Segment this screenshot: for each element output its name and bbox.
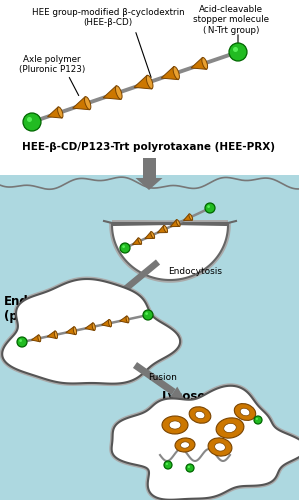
- Circle shape: [164, 461, 172, 469]
- Polygon shape: [73, 96, 90, 110]
- Polygon shape: [66, 326, 76, 334]
- Polygon shape: [47, 331, 57, 338]
- Text: Fusion: Fusion: [148, 374, 177, 382]
- Text: HEE-β-CD/P123-Trt polyrotaxane (HEE-PRX): HEE-β-CD/P123-Trt polyrotaxane (HEE-PRX): [22, 142, 275, 152]
- Circle shape: [122, 245, 125, 248]
- Circle shape: [143, 310, 153, 320]
- Polygon shape: [2, 279, 180, 384]
- Polygon shape: [112, 386, 299, 500]
- Circle shape: [120, 243, 130, 253]
- Polygon shape: [161, 66, 179, 80]
- Polygon shape: [184, 214, 192, 220]
- Ellipse shape: [151, 232, 155, 238]
- Ellipse shape: [181, 442, 190, 448]
- Polygon shape: [48, 106, 62, 118]
- Polygon shape: [112, 386, 299, 500]
- Ellipse shape: [195, 412, 205, 418]
- Circle shape: [229, 43, 247, 61]
- Ellipse shape: [164, 226, 167, 232]
- Circle shape: [205, 203, 215, 213]
- Ellipse shape: [202, 58, 208, 69]
- Polygon shape: [112, 286, 126, 300]
- Circle shape: [27, 117, 32, 122]
- Polygon shape: [135, 178, 162, 190]
- Polygon shape: [103, 86, 121, 100]
- Ellipse shape: [85, 96, 91, 110]
- Polygon shape: [2, 279, 180, 384]
- Circle shape: [254, 416, 262, 424]
- Polygon shape: [121, 260, 160, 294]
- Circle shape: [145, 312, 148, 315]
- Circle shape: [233, 47, 238, 52]
- Circle shape: [188, 466, 190, 468]
- Circle shape: [166, 463, 168, 465]
- Bar: [0, 175, 299, 500]
- Ellipse shape: [224, 424, 236, 432]
- Polygon shape: [132, 238, 141, 244]
- Ellipse shape: [216, 418, 244, 438]
- Polygon shape: [31, 335, 40, 342]
- Polygon shape: [120, 316, 128, 323]
- Ellipse shape: [92, 323, 95, 330]
- Text: Endocytosis: Endocytosis: [168, 268, 222, 276]
- Circle shape: [186, 464, 194, 472]
- Polygon shape: [102, 320, 111, 327]
- Text: Axle polymer
(Pluronic P123): Axle polymer (Pluronic P123): [19, 55, 85, 74]
- Text: Acid-cleavable
stopper molecule
( N-Trt group): Acid-cleavable stopper molecule ( N-Trt …: [193, 5, 269, 35]
- Ellipse shape: [189, 214, 193, 220]
- Ellipse shape: [54, 331, 57, 338]
- Ellipse shape: [126, 316, 129, 322]
- Ellipse shape: [189, 407, 211, 423]
- Ellipse shape: [240, 408, 250, 416]
- Polygon shape: [157, 226, 167, 233]
- Polygon shape: [85, 322, 94, 330]
- Ellipse shape: [115, 86, 122, 99]
- Text: Lysosomes
(pH 4.5~5.0): Lysosomes (pH 4.5~5.0): [162, 390, 247, 418]
- Ellipse shape: [109, 320, 112, 326]
- Polygon shape: [134, 75, 152, 89]
- Circle shape: [19, 339, 22, 342]
- Text: HEE group-modified β-cyclodextrin
(HEE-β-CD): HEE group-modified β-cyclodextrin (HEE-β…: [32, 8, 184, 28]
- Ellipse shape: [73, 327, 77, 334]
- Bar: [0, 0, 299, 175]
- Ellipse shape: [215, 443, 225, 451]
- Circle shape: [256, 418, 258, 420]
- Circle shape: [17, 337, 27, 347]
- Ellipse shape: [38, 335, 41, 342]
- Polygon shape: [145, 232, 154, 238]
- Polygon shape: [112, 223, 228, 280]
- Ellipse shape: [234, 404, 256, 420]
- Ellipse shape: [58, 107, 63, 118]
- Ellipse shape: [169, 421, 181, 429]
- Ellipse shape: [176, 220, 180, 226]
- Polygon shape: [133, 362, 176, 395]
- Ellipse shape: [146, 76, 153, 88]
- Polygon shape: [170, 386, 185, 400]
- Ellipse shape: [162, 416, 188, 434]
- Text: Endosomes
(pH 5.0~6.0): Endosomes (pH 5.0~6.0): [4, 295, 89, 323]
- Polygon shape: [112, 223, 228, 280]
- Circle shape: [207, 205, 210, 208]
- Ellipse shape: [138, 238, 142, 244]
- Polygon shape: [170, 220, 180, 226]
- Bar: [143, 158, 155, 178]
- Ellipse shape: [175, 438, 195, 452]
- Ellipse shape: [173, 66, 179, 80]
- Polygon shape: [191, 58, 207, 70]
- Circle shape: [23, 113, 41, 131]
- Ellipse shape: [208, 438, 232, 456]
